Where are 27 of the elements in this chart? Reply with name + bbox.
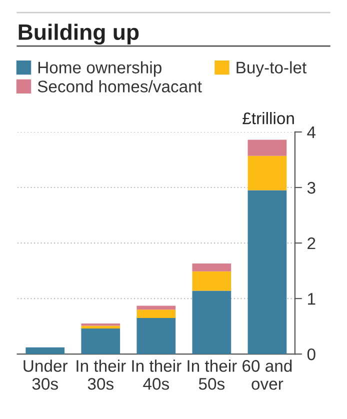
bar <box>192 290 232 354</box>
x-tick-label: 60 and over <box>242 360 292 390</box>
chart-title: Building up <box>18 24 139 45</box>
legend-label: Home ownership <box>38 61 162 77</box>
legend-label: Buy-to-let <box>236 61 307 77</box>
y-axis-title: £trillion <box>242 112 294 124</box>
bar <box>192 271 232 291</box>
x-tick-label: In their 50s <box>188 360 237 390</box>
x-tick-label: Under 30s <box>24 360 68 390</box>
y-tick-label: 3 <box>307 182 316 194</box>
bar <box>136 310 176 318</box>
bar <box>136 306 176 310</box>
bar <box>136 318 176 354</box>
x-tick-label: In their 40s <box>132 360 182 390</box>
bar <box>81 326 120 329</box>
bar <box>192 264 232 272</box>
bar <box>81 328 120 354</box>
x-tick-label: In their 30s <box>76 360 126 390</box>
bar <box>248 140 287 156</box>
bar <box>248 156 287 190</box>
y-tick-label: 1 <box>308 293 316 305</box>
y-tick-label: 2 <box>308 237 316 250</box>
legend-label: Second homes/vacant <box>38 80 202 92</box>
y-tick-label: 0 <box>307 348 316 360</box>
y-tick-label: 4 <box>307 126 316 138</box>
bar <box>26 347 65 354</box>
bar <box>248 190 287 354</box>
